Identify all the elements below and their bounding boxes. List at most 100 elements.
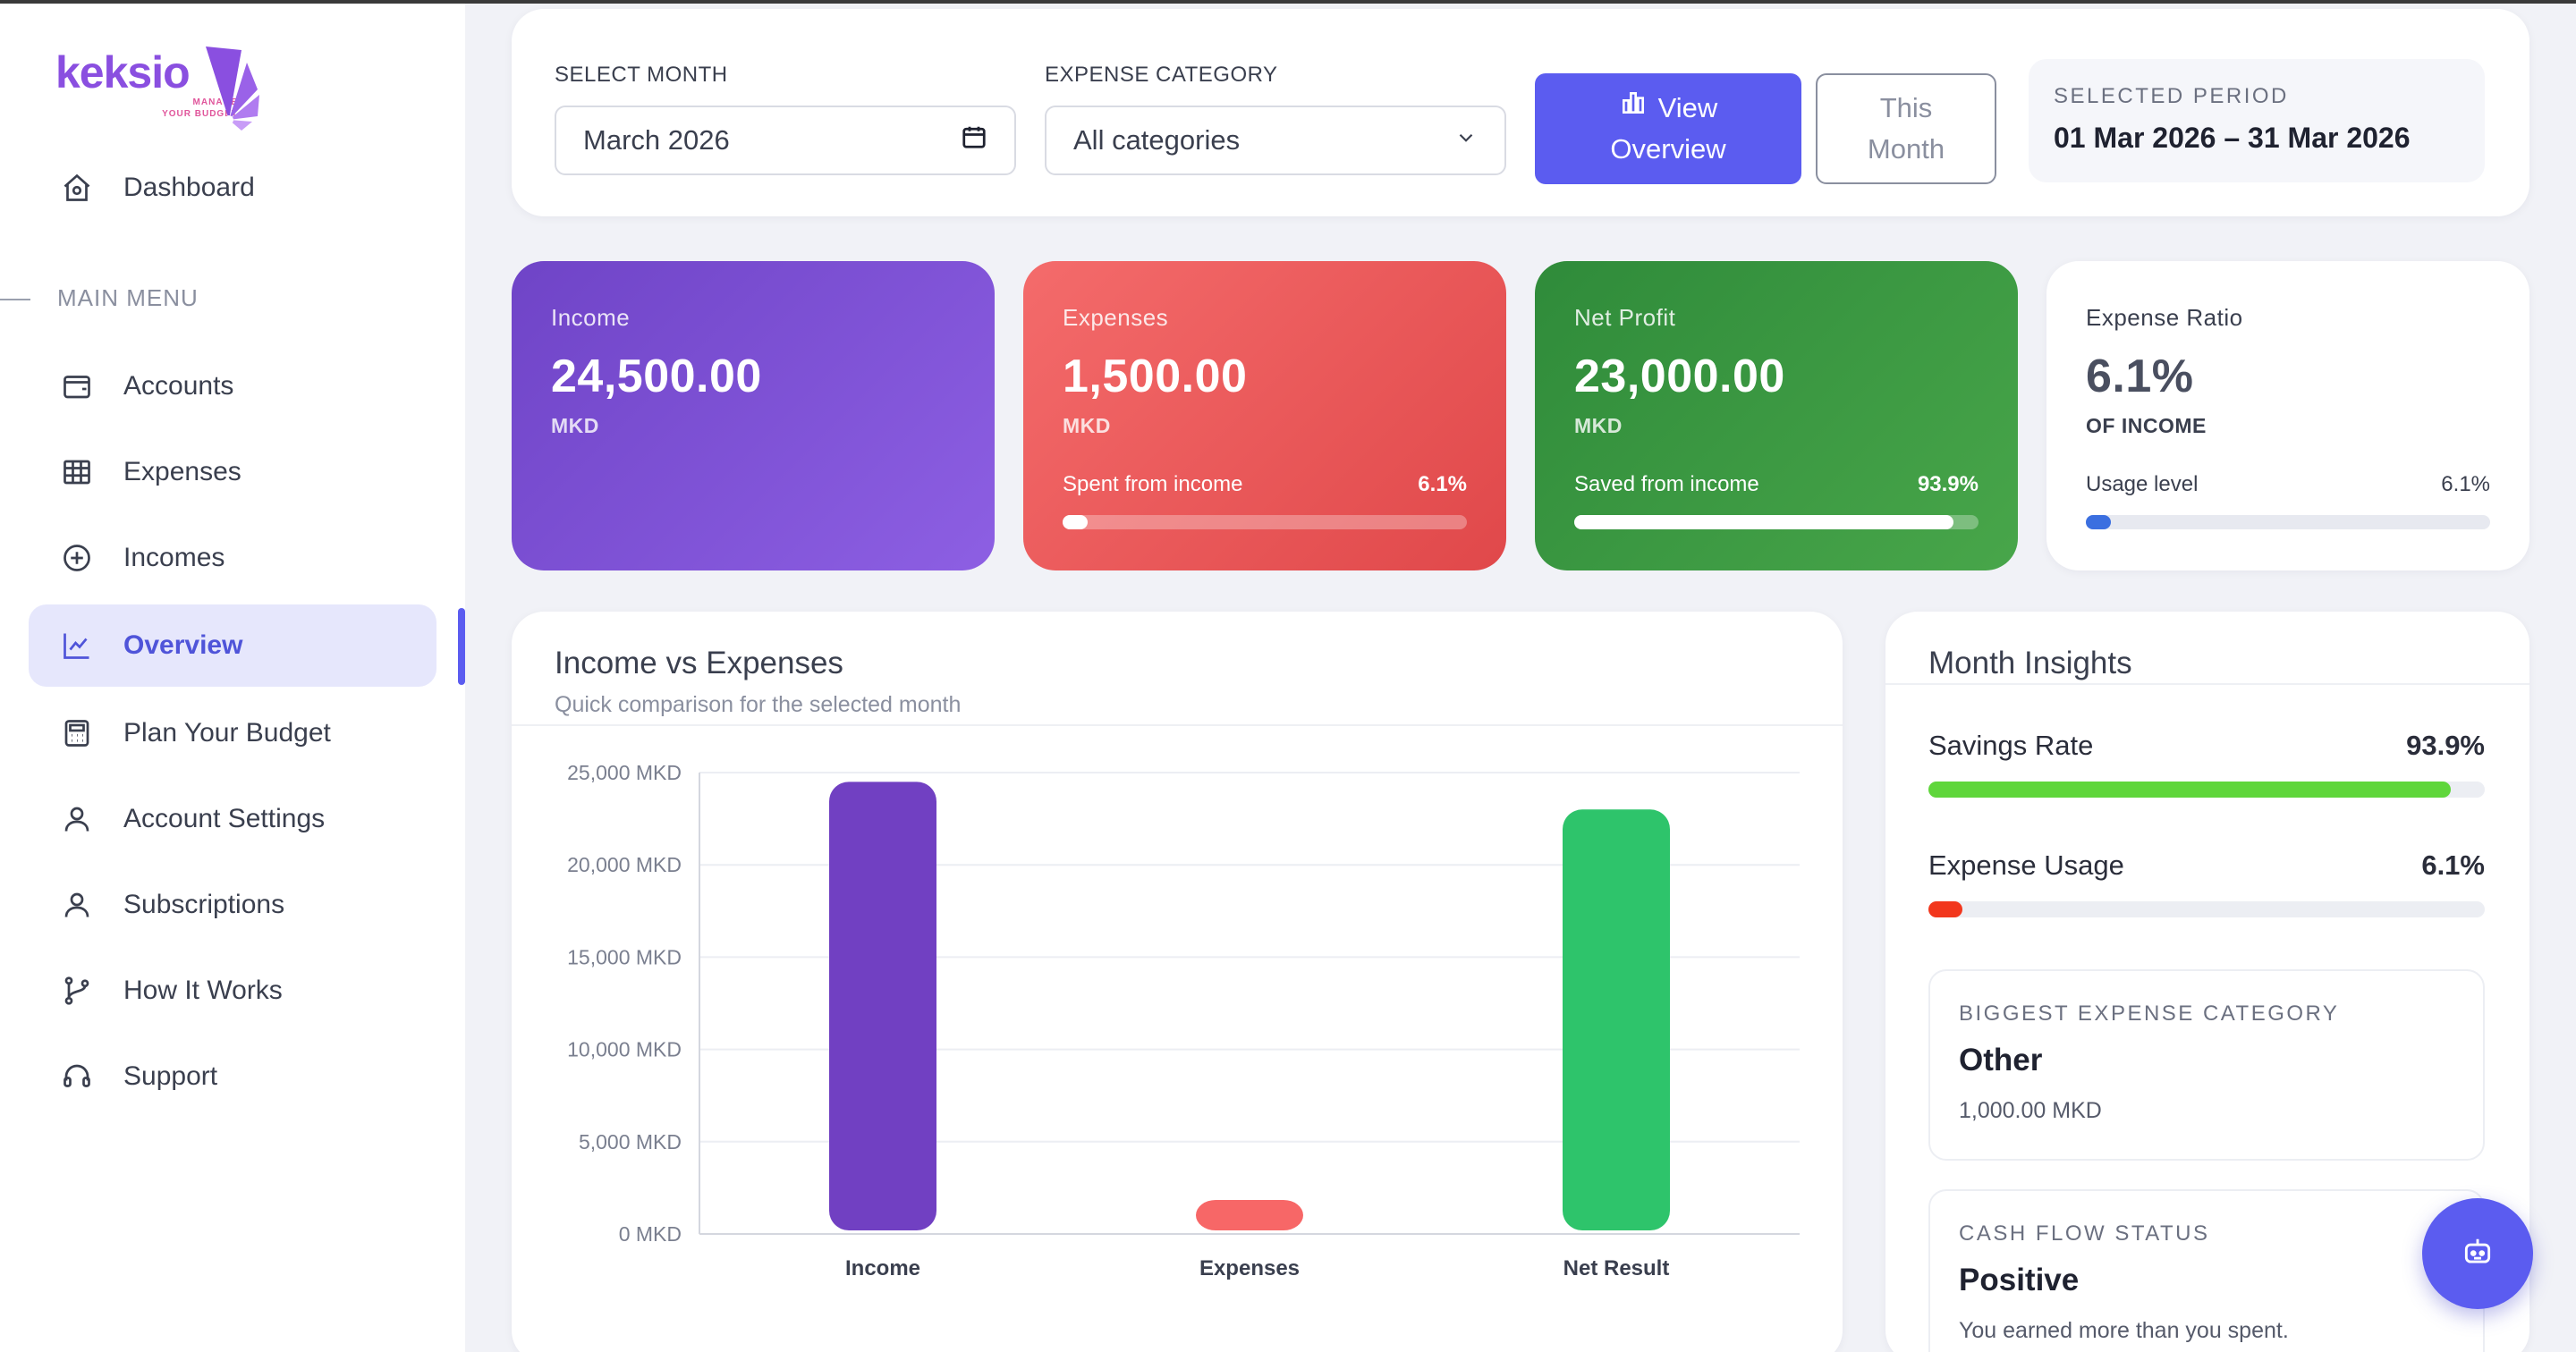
sidebar-item-account-settings[interactable]: Account Settings — [29, 778, 436, 860]
chevron-down-icon — [1454, 124, 1478, 156]
sidebar-item-expenses[interactable]: Expenses — [29, 431, 436, 513]
kpi-progress-fill — [1574, 515, 1954, 529]
savings-rate-value: 93.9% — [2406, 730, 2485, 761]
biggest-expense-value: Other — [1959, 1043, 2043, 1077]
view-overview-button[interactable]: View Overview — [1535, 73, 1801, 184]
month-label: SELECT MONTH — [555, 63, 728, 87]
brand-fan-icon — [206, 46, 259, 131]
savings-rate-track — [1928, 782, 2485, 798]
bar-income — [829, 782, 936, 1230]
savings-rate-label: Savings Rate — [1928, 730, 2094, 761]
git-branch-icon — [59, 973, 95, 1009]
kpi-progress-fill — [2086, 515, 2111, 529]
sidebar-item-label: Overview — [123, 630, 243, 660]
sidebar-item-label: Plan Your Budget — [123, 718, 331, 748]
sidebar-item-label: How It Works — [123, 976, 283, 1005]
month-picker[interactable]: March 2026 — [555, 106, 1016, 175]
x-tick-label: Expenses — [1199, 1256, 1300, 1280]
kpi-name: Expense Ratio — [2086, 304, 2243, 331]
kpi-value: 23,000.00 — [1574, 351, 1785, 402]
kpi-unit: OF INCOME — [2086, 414, 2207, 437]
kpi-progress-label: Usage level — [2086, 472, 2199, 496]
calculator-icon — [59, 715, 95, 751]
category-value: All categories — [1073, 124, 1241, 156]
sidebar-item-overview[interactable]: Overview — [29, 604, 436, 687]
brand-tagline: MANAGE YOUR BUDGET — [95, 97, 238, 120]
insights-title: Month Insights — [1928, 646, 2132, 680]
active-indicator — [458, 608, 465, 685]
menu-divider — [0, 299, 30, 300]
y-tick-label: 25,000 MKD — [567, 761, 682, 784]
kpi-progress-value: 6.1% — [1418, 472, 1467, 496]
kpi-value: 1,500.00 — [1063, 351, 1248, 402]
biggest-expense-label: BIGGEST EXPENSE CATEGORY — [1959, 1001, 2340, 1026]
this-month-button[interactable]: This Month — [1816, 73, 1996, 184]
sidebar: keksio MANAGE YOUR BUDGET Dashboard MAIN… — [0, 4, 465, 1352]
savings-rate-fill — [1928, 782, 2452, 798]
brand-logo[interactable]: keksio MANAGE YOUR BUDGET — [55, 38, 259, 131]
savings-rate-metric: Savings Rate 93.9% — [1928, 730, 2485, 798]
sidebar-item-plan-budget[interactable]: Plan Your Budget — [29, 692, 436, 774]
view-button-line2: Overview — [1610, 133, 1726, 165]
sidebar-item-support[interactable]: Support — [29, 1035, 436, 1118]
bar-expenses — [1196, 1200, 1303, 1230]
biggest-expense-card: BIGGEST EXPENSE CATEGORY Other 1,000.00 … — [1928, 969, 2485, 1161]
user-icon — [59, 887, 95, 923]
kpi-progress-row: Usage level 6.1% — [2086, 472, 2490, 497]
kpi-name: Income — [551, 304, 631, 331]
this-month-line1: This — [1879, 92, 1933, 123]
month-value: March 2026 — [583, 124, 730, 156]
sidebar-item-accounts[interactable]: Accounts — [29, 345, 436, 427]
filter-bar: SELECT MONTH March 2026 EXPENSE CATEGORY… — [512, 9, 2529, 216]
bar-chart-icon — [1619, 88, 1648, 129]
kpi-progress-label: Saved from income — [1574, 472, 1759, 496]
y-tick-label: 10,000 MKD — [567, 1038, 682, 1061]
selected-period: SELECTED PERIOD 01 Mar 2026 – 31 Mar 202… — [2029, 59, 2485, 182]
window-top-border — [0, 0, 2576, 4]
sidebar-item-incomes[interactable]: Incomes — [29, 517, 436, 599]
expense-usage-value: 6.1% — [2421, 849, 2485, 881]
headset-icon — [59, 1059, 95, 1094]
user-icon — [59, 801, 95, 837]
period-label: SELECTED PERIOD — [2054, 84, 2289, 108]
home-icon — [59, 170, 95, 206]
kpi-name: Net Profit — [1574, 304, 1676, 331]
brand-tagline-line1: MANAGE — [192, 97, 238, 107]
sidebar-item-label: Subscriptions — [123, 890, 285, 919]
y-tick-label: 20,000 MKD — [567, 853, 682, 876]
brand-tagline-line2: YOUR BUDGET — [162, 109, 238, 119]
income-vs-expenses-card: Income vs Expenses Quick comparison for … — [512, 612, 1843, 1352]
biggest-expense-amount: 1,000.00 MKD — [1959, 1098, 2102, 1123]
sidebar-item-subscriptions[interactable]: Subscriptions — [29, 864, 436, 946]
kpi-name: Expenses — [1063, 304, 1169, 331]
expense-usage-label: Expense Usage — [1928, 849, 2124, 881]
kpi-progress-track — [1574, 515, 1979, 529]
chart-subtitle: Quick comparison for the selected month — [555, 692, 962, 717]
kpi-unit: MKD — [551, 414, 599, 437]
kpi-progress-track — [2086, 515, 2490, 529]
this-month-line2: Month — [1867, 133, 1945, 165]
sidebar-item-how-it-works[interactable]: How It Works — [29, 950, 436, 1032]
chart-divider — [512, 724, 1843, 726]
sidebar-item-label: Incomes — [123, 543, 225, 572]
cash-flow-value: Positive — [1959, 1263, 2080, 1297]
sidebar-item-label: Dashboard — [123, 173, 255, 202]
x-tick-label: Income — [845, 1256, 920, 1280]
chart-title: Income vs Expenses — [555, 646, 843, 680]
sidebar-item-label: Expenses — [123, 457, 242, 486]
sidebar-item-label: Account Settings — [123, 804, 326, 833]
kpi-progress-row: Spent from income 6.1% — [1063, 472, 1467, 497]
robot-icon — [2461, 1235, 2495, 1273]
sidebar-item-dashboard[interactable]: Dashboard — [29, 147, 436, 229]
cash-flow-card: CASH FLOW STATUS Positive You earned mor… — [1928, 1189, 2485, 1352]
assistant-button[interactable] — [2422, 1198, 2533, 1309]
calendar-icon[interactable] — [961, 123, 987, 157]
bar-chart: 0 MKD 5,000 MKD 10,000 MKD 15,000 MKD 20,000… — [567, 761, 1800, 1280]
kpi-income-card: Income 24,500.00 MKD — [512, 261, 995, 570]
category-label: EXPENSE CATEGORY — [1045, 63, 1278, 87]
table-icon — [59, 454, 95, 490]
y-tick-label: 0 MKD — [619, 1222, 682, 1246]
category-select[interactable]: All categories — [1045, 106, 1506, 175]
brand-name: keksio — [55, 47, 191, 97]
plus-circle-icon — [59, 540, 95, 576]
